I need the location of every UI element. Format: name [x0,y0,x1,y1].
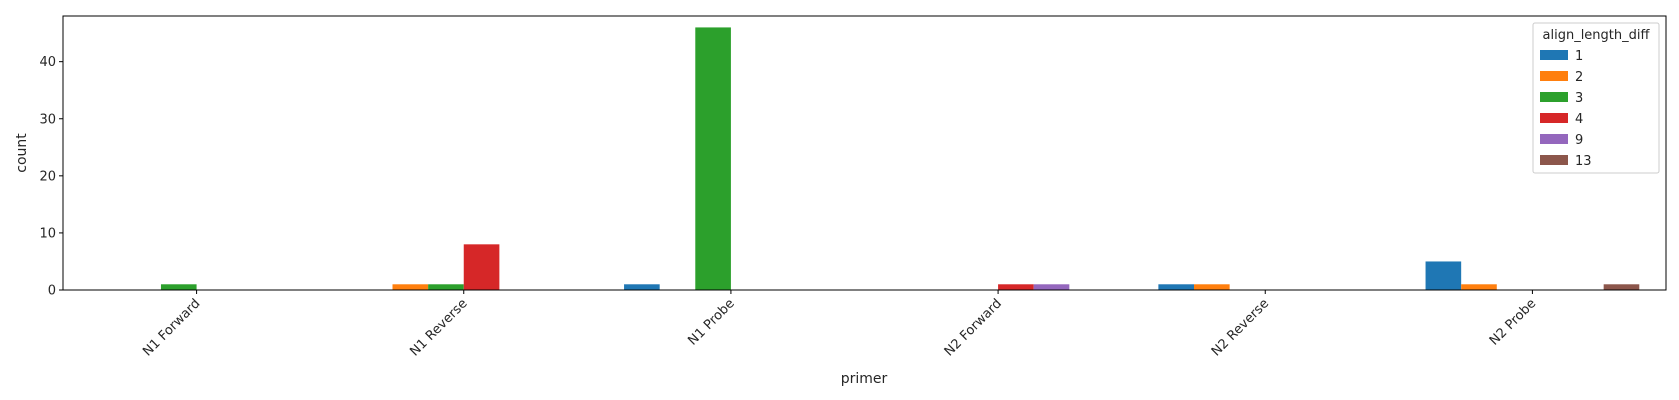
bars-layer [160,27,1640,290]
legend-label: 3 [1575,91,1583,106]
legend-swatch [1540,92,1568,102]
legend-swatch [1540,155,1568,165]
bar-n2-reverse-diff-2 [1194,284,1230,290]
x-tick-label: N1 Probe [685,296,737,348]
legend-swatch [1540,113,1568,123]
x-tick-label: N2 Forward [942,296,1005,359]
bar-n2-forward-diff-9 [1033,284,1070,290]
x-axis: N1 Forward N1 Reverse N1 Probe N2 Forward N2… [140,290,1539,359]
x-tick-label: N2 Reverse [1209,296,1272,359]
legend-label: 13 [1575,154,1592,169]
legend-label: 1 [1575,49,1583,64]
bar-n2-probe-diff-2 [1461,284,1497,290]
bar-n1-reverse-diff-3 [428,284,464,290]
x-tick-label: N2 Probe [1487,296,1539,348]
legend-items: 1 2 3 4 9 13 [1540,49,1592,169]
x-axis-label: primer [841,371,888,387]
legend-swatch [1540,71,1568,81]
y-axis-label: count [14,133,30,173]
x-tick-label: N1 Forward [140,296,203,359]
legend-swatch [1540,50,1568,60]
y-axis: 0 10 20 30 40 [39,55,63,299]
y-tick-label: 0 [48,284,56,299]
legend: align_length_diff 1 2 3 4 9 13 [1532,22,1660,174]
legend-label: 4 [1575,112,1583,127]
legend-label: 2 [1575,70,1583,85]
legend-title: align_length_diff [1543,28,1651,43]
legend-label: 9 [1575,133,1583,148]
y-tick-label: 10 [39,226,56,241]
legend-swatch [1540,134,1568,144]
y-tick-label: 30 [39,112,56,127]
bar-n2-forward-diff-4 [998,284,1034,290]
bar-n1-reverse-diff-4 [463,244,500,290]
bar-n2-probe-diff-13 [1603,284,1640,290]
x-tick-label: N1 Reverse [407,296,470,359]
plot-frame [62,15,1667,291]
y-tick-label: 40 [39,55,56,70]
bar-n1-forward-diff-3 [160,284,197,290]
bar-n1-reverse-diff-2 [392,284,429,290]
bar-n1-probe-diff-3 [695,27,731,290]
bar-n2-reverse-diff-1 [1158,284,1194,290]
bar-n1-probe-diff-1 [624,284,660,290]
bar-n2-probe-diff-1 [1425,261,1462,290]
y-tick-label: 20 [39,169,56,184]
